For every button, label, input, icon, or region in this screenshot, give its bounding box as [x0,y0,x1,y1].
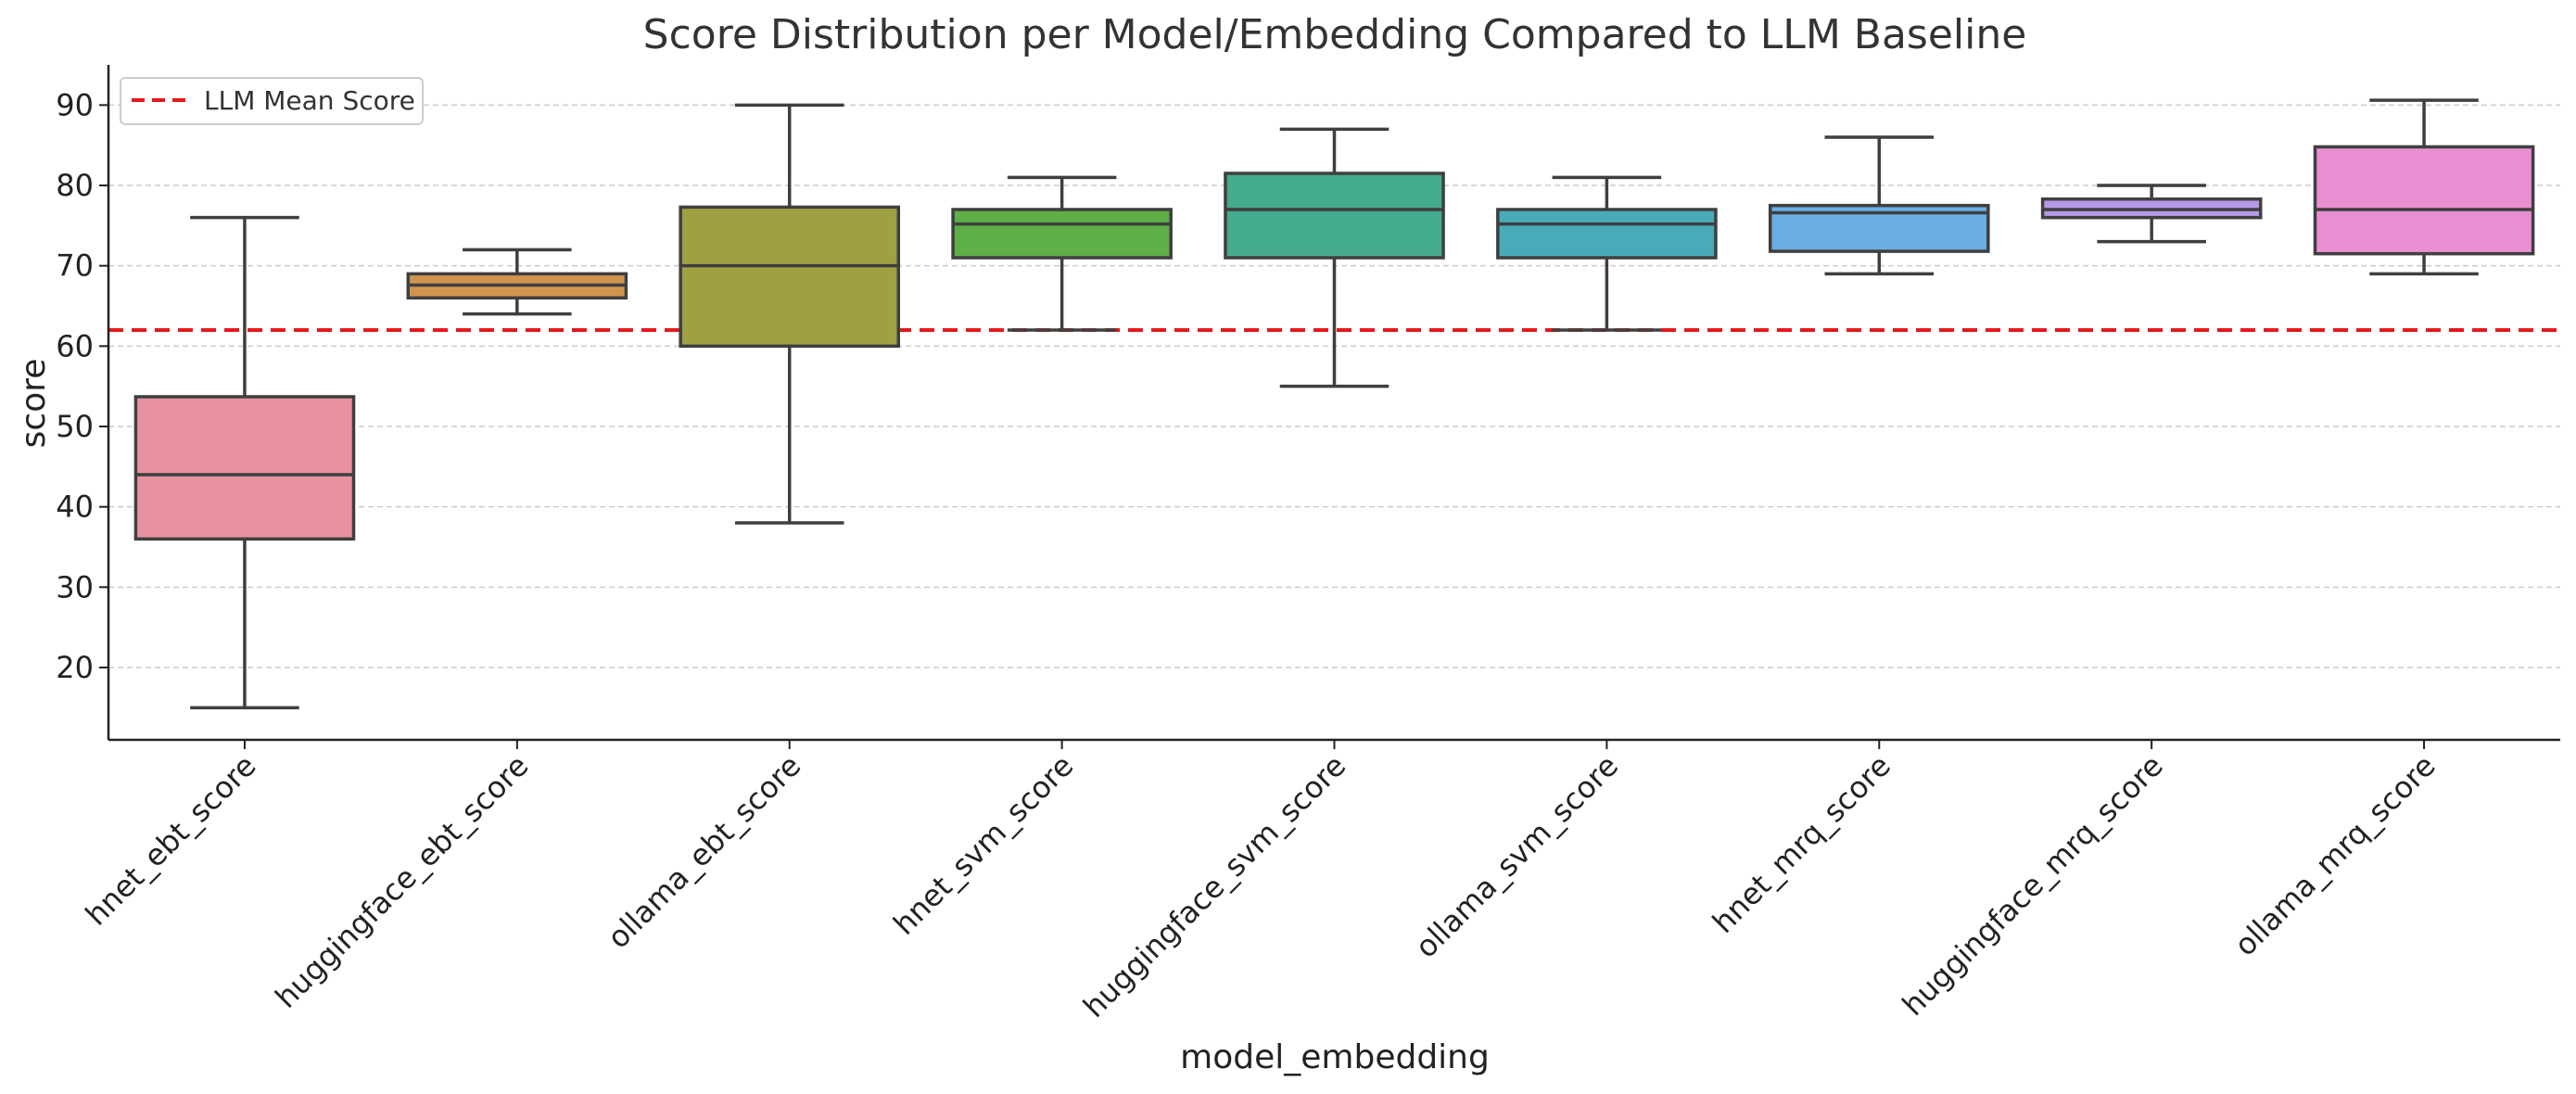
y-tick-label: 40 [56,490,94,525]
x-axis-label: model_embedding [1180,1038,1490,1076]
box-ollama_ebt_score [679,103,901,525]
box-huggingface_svm_score [1224,127,1445,388]
y-tick-label: 90 [56,87,94,122]
y-tick-label: 50 [56,409,94,444]
x-tick-label: ollama_ebt_score [601,748,808,956]
y-tick-label: 80 [56,168,94,203]
box-ollama_mrq_score [2313,98,2535,276]
y-tick-label: 20 [56,650,94,685]
chart-title: Score Distribution per Model/Embedding C… [643,11,2027,58]
y-tick-labels: 20 30 40 50 60 70 80 90 [56,87,94,685]
x-tick-label: hnet_mrq_score [1706,748,1897,940]
axes [99,65,2560,749]
iqr-box [133,395,356,541]
legend-frame [120,77,424,125]
x-tick-label: ollama_svm_score [1408,748,1625,965]
x-tick-labels: hnet_ebt_score huggingface_ebt_score ollam… [79,748,2443,1024]
y-tick-label: 60 [56,328,94,363]
box-ollama_svm_score [1496,175,1718,332]
box-hnet_svm_score [951,175,1173,332]
x-tick-label: hnet_svm_score [886,748,1080,942]
box-hnet_mrq_score [1768,135,1990,276]
iqr-box [1496,208,1718,260]
legend: LLM Mean Score [120,77,424,125]
legend-entry-llm-mean: LLM Mean Score [204,85,415,116]
x-tick-label: huggingface_ebt_score [268,748,535,1015]
x-tick-label: hnet_ebt_score [79,748,263,933]
x-tick-label: huggingface_mrq_score [1896,748,2170,1023]
iqr-box [679,205,901,349]
iqr-box [951,208,1173,260]
x-tick-label: huggingface_svm_score [1076,748,1352,1024]
box-hnet_ebt_score [133,215,356,710]
y-tick-label: 70 [56,248,94,284]
iqr-box [2313,145,2535,256]
y-tick-label: 30 [56,569,94,604]
y-axis-label: score [15,359,53,449]
box-layer [133,98,2535,710]
box-huggingface_ebt_score [406,248,628,316]
x-tick-label: ollama_mrq_score [2227,748,2443,963]
box-huggingface_mrq_score [2040,184,2263,244]
iqr-box [1224,172,1445,260]
